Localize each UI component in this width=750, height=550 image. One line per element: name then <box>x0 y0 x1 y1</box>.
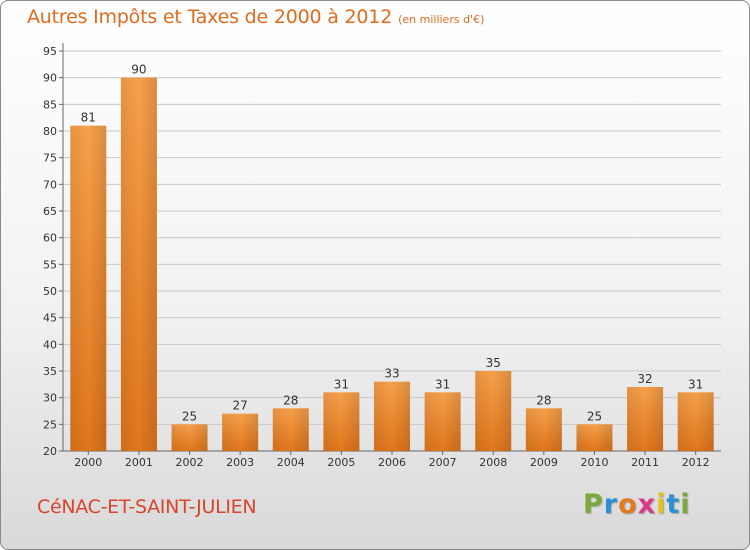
bar-shade-2012 <box>677 392 714 451</box>
x-tick-label: 2007 <box>429 456 457 469</box>
y-tick-label: 70 <box>43 178 57 191</box>
bar-shade-2006 <box>374 381 410 451</box>
x-tick-label: 2000 <box>74 456 102 469</box>
y-tick-label: 65 <box>43 205 57 218</box>
bar-shade-2002 <box>171 424 208 451</box>
bar-value-label: 27 <box>233 399 248 413</box>
bar-value-label: 32 <box>637 372 652 386</box>
bars <box>70 77 714 452</box>
bar-shade-2005 <box>323 392 360 451</box>
x-tick-label: 2009 <box>530 456 558 469</box>
x-tick-label: 2008 <box>479 456 507 469</box>
y-tick-label: 40 <box>43 338 57 351</box>
y-tick-label: 25 <box>43 418 57 431</box>
bar-shade-2000 <box>70 125 107 452</box>
chart-title: Autres Impôts et Taxes de 2000 à 2012 <box>27 6 393 28</box>
x-tick-label: 2010 <box>580 456 608 469</box>
bar-value-label: 81 <box>81 111 96 125</box>
x-tick-label: 2004 <box>277 456 305 469</box>
bar-shade-2008 <box>475 371 512 451</box>
logo-letter: x <box>637 489 657 520</box>
x-tick-label: 2005 <box>327 456 355 469</box>
y-tick-label: 95 <box>43 45 57 58</box>
y-tick-label: 75 <box>43 152 57 165</box>
bar-shade-2004 <box>272 408 309 451</box>
y-tick-label: 55 <box>43 258 57 271</box>
logo-letter: i <box>656 489 667 520</box>
chart-title-block: Autres Impôts et Taxes de 2000 à 2012 (en… <box>27 6 484 28</box>
y-tick-label: 45 <box>43 312 57 325</box>
bar-value-label: 31 <box>688 377 703 391</box>
proxiti-logo: Proxiti <box>583 489 691 520</box>
labels: 20 25 30 35 40 45 50 55 60 65 70 75 80 85 90 95 81 2000 90… <box>43 45 710 469</box>
chart-subtitle: (en milliers d'€) <box>398 13 485 26</box>
y-tick-label: 85 <box>43 98 57 111</box>
y-tick-label: 80 <box>43 125 57 138</box>
bar-value-label: 31 <box>334 377 349 391</box>
bar-shade-2003 <box>222 413 259 451</box>
y-tick-label: 50 <box>43 285 57 298</box>
bar-value-label: 35 <box>486 356 501 370</box>
y-tick-label: 30 <box>43 392 57 405</box>
y-tick-label: 20 <box>43 445 57 458</box>
bar-value-label: 28 <box>283 393 298 407</box>
bar-value-label: 31 <box>435 377 450 391</box>
x-tick-label: 2006 <box>378 456 406 469</box>
x-tick-label: 2011 <box>631 456 659 469</box>
bar-shade-2007 <box>424 392 461 451</box>
bar-shade-2001 <box>120 77 157 452</box>
bar-value-label: 25 <box>587 409 602 423</box>
logo-letter: i <box>680 489 691 520</box>
bar-value-label: 90 <box>131 63 146 77</box>
bar-shade-2009 <box>525 408 562 451</box>
y-tick-label: 60 <box>43 232 57 245</box>
logo-letter: r <box>603 489 619 520</box>
y-tick-label: 90 <box>43 72 57 85</box>
x-tick-label: 2001 <box>125 456 153 469</box>
bar-shade-2010 <box>576 424 613 451</box>
commune-name: CéNAC-ET-SAINT-JULIEN <box>37 496 257 518</box>
bar-value-label: 28 <box>536 393 551 407</box>
x-tick-label: 2002 <box>176 456 204 469</box>
x-tick-label: 2012 <box>682 456 710 469</box>
logo-letter: P <box>583 489 604 520</box>
logo-letter: t <box>666 489 681 520</box>
bar-value-label: 33 <box>384 367 399 381</box>
logo-letter: o <box>618 489 638 520</box>
y-tick-label: 35 <box>43 365 57 378</box>
bar-shade-2011 <box>627 387 664 451</box>
bar-value-label: 25 <box>182 409 197 423</box>
x-tick-label: 2003 <box>226 456 254 469</box>
